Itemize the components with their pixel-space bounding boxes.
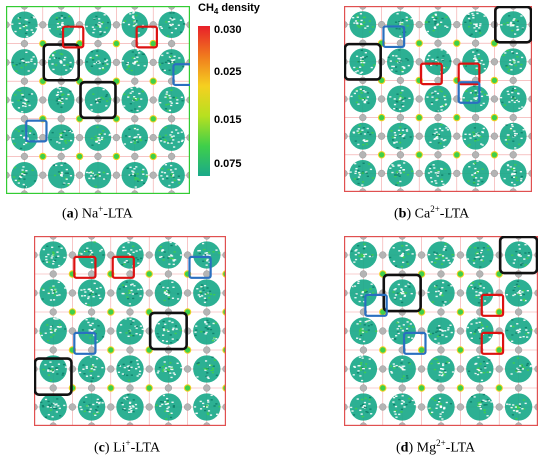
colorbar-tick-2: 0.025 [214, 66, 242, 78]
red-highlight-box [73, 255, 97, 279]
blue-highlight-box [382, 25, 406, 49]
methane-density-clouds [39, 241, 221, 421]
caption-d: (d) Mg2+-LTA [396, 438, 476, 456]
density-map-c [34, 236, 226, 426]
panel-border [344, 236, 538, 426]
black-highlight-box [344, 42, 382, 81]
red-highlight-box [457, 62, 481, 86]
blue-highlight-box [457, 81, 481, 104]
methane-density-clouds [349, 11, 527, 187]
colorbar-tick-3: 0.015 [214, 114, 242, 126]
red-highlight-box [61, 25, 85, 49]
red-highlight-box [111, 255, 135, 279]
caption-c: (c) Li+-LTA [94, 438, 161, 456]
density-map-a [6, 6, 190, 194]
black-highlight-box [494, 6, 532, 44]
red-highlight-box [480, 331, 505, 355]
panel-border [34, 236, 226, 426]
panel-d-image [344, 236, 538, 426]
panel-c-image [34, 236, 226, 426]
blue-highlight-box [73, 331, 97, 355]
blue-highlight-box [403, 331, 427, 355]
caption-b: (b) Ca2+-LTA [394, 204, 470, 222]
methane-density-clouds [349, 241, 533, 421]
black-highlight-box [42, 43, 80, 82]
black-highlight-box [34, 357, 73, 396]
black-highlight-box [498, 236, 538, 275]
density-map-d [344, 236, 538, 426]
methane-density-clouds [11, 11, 186, 189]
black-highlight-box [79, 80, 117, 120]
red-highlight-box [419, 62, 443, 86]
colorbar-tick-4: 0.075 [214, 158, 242, 170]
blue-highlight-box [25, 119, 48, 143]
panel-border [6, 6, 190, 194]
black-highlight-box [148, 311, 188, 351]
blue-highlight-box [364, 293, 388, 317]
blue-highlight-box [188, 255, 212, 279]
blue-highlight-box [172, 63, 190, 87]
red-highlight-box [135, 25, 158, 49]
density-map-b [344, 6, 532, 192]
caption-a: (a) Na+-LTA [62, 204, 133, 222]
panel-b-image [344, 6, 532, 192]
colorbar-title: CH4 density [198, 2, 260, 17]
panel-a-image [6, 6, 190, 194]
black-highlight-box [382, 273, 422, 313]
red-highlight-box [480, 293, 505, 317]
panel-border [344, 6, 532, 192]
colorbar-tick-1: 0.030 [214, 24, 242, 36]
colorbar [196, 22, 256, 182]
colorbar-gradient [198, 26, 210, 176]
